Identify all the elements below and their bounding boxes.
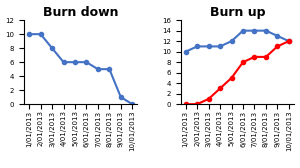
Title: Burn down: Burn down: [43, 6, 118, 19]
Title: Burn up: Burn up: [209, 6, 265, 19]
